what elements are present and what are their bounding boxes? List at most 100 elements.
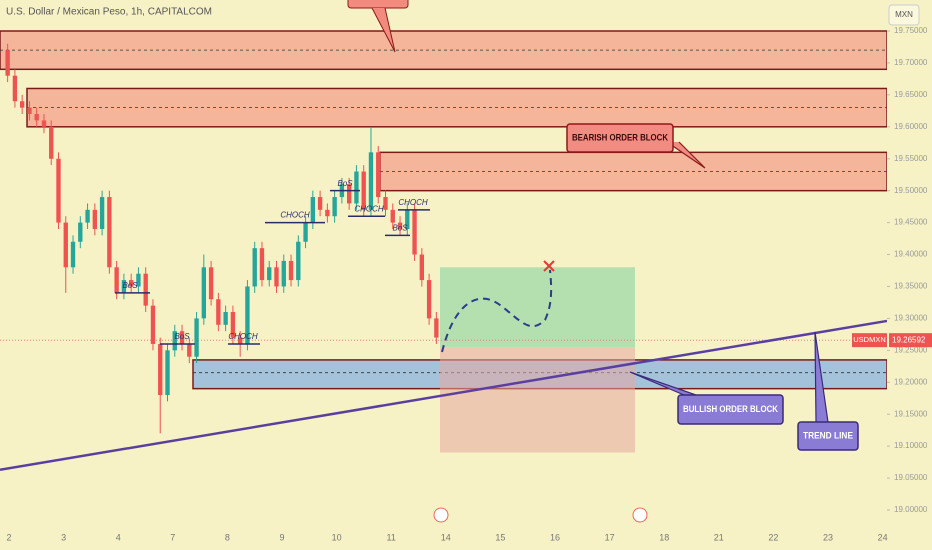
candle-body bbox=[252, 248, 257, 287]
y-tick-label: 19.55000 bbox=[894, 154, 928, 163]
candle-body bbox=[303, 222, 308, 242]
x-tick-label: 7 bbox=[170, 532, 175, 542]
symbol-label: USDMXN bbox=[853, 335, 886, 344]
candle-body bbox=[434, 318, 439, 338]
candle-body bbox=[27, 107, 32, 115]
annotation-pointer bbox=[814, 331, 829, 423]
candle-body bbox=[230, 312, 236, 338]
y-tick-label: 19.75000 bbox=[894, 26, 928, 35]
target-cross bbox=[543, 260, 555, 272]
candle-body bbox=[56, 158, 61, 223]
candle-body bbox=[143, 273, 148, 306]
y-tick-label: 19.05000 bbox=[894, 473, 928, 482]
candle-body bbox=[354, 171, 359, 204]
candle-body bbox=[70, 241, 76, 268]
candle-body bbox=[107, 197, 112, 268]
x-tick-label: 17 bbox=[605, 532, 615, 542]
annotation-box bbox=[677, 394, 784, 425]
candle-body bbox=[208, 267, 214, 300]
candle-body bbox=[361, 171, 366, 210]
last-price-tag bbox=[889, 333, 932, 348]
y-tick-label: 19.40000 bbox=[894, 250, 928, 259]
candle-body bbox=[63, 222, 68, 268]
trend-line bbox=[0, 319, 888, 471]
candle-body bbox=[49, 126, 54, 159]
candle-body bbox=[412, 209, 417, 255]
candle-body bbox=[237, 337, 243, 344]
candle-body bbox=[41, 120, 47, 127]
structure-label: CHOCH bbox=[228, 332, 258, 341]
price-axis bbox=[887, 0, 932, 550]
candle-body bbox=[78, 222, 83, 242]
profit-zone bbox=[440, 267, 635, 348]
x-tick-label: 9 bbox=[279, 532, 284, 542]
candle-body bbox=[99, 197, 105, 229]
candle-body bbox=[172, 331, 177, 351]
event-icon[interactable] bbox=[632, 507, 648, 523]
y-tick-label: 19.70000 bbox=[894, 58, 928, 67]
symbol-tag bbox=[852, 333, 887, 348]
callout-pointer bbox=[371, 7, 396, 53]
y-tick-label: 19.50000 bbox=[894, 186, 928, 195]
projection bbox=[441, 269, 553, 353]
annotation-label: BULLISH ORDER BLOCK bbox=[683, 404, 778, 415]
candle-body bbox=[332, 197, 337, 217]
y-tick-label: 19.15000 bbox=[894, 409, 928, 418]
x-tick-label: 16 bbox=[550, 532, 560, 542]
y-tick-label: 19.00000 bbox=[894, 505, 928, 514]
x-tick-label: 21 bbox=[714, 532, 724, 542]
candle-body bbox=[34, 114, 39, 121]
annotation-box bbox=[566, 123, 674, 153]
candle-body bbox=[274, 267, 279, 287]
y-tick-label: 19.65000 bbox=[894, 90, 928, 99]
candle-body bbox=[150, 305, 156, 344]
x-tick-label: 11 bbox=[387, 532, 396, 542]
y-tick-label: 19.30000 bbox=[894, 314, 928, 323]
x-tick-label: 22 bbox=[768, 532, 778, 542]
event-icon[interactable] bbox=[433, 507, 449, 523]
x-tick-label: 2 bbox=[6, 532, 11, 542]
candle-body bbox=[346, 184, 352, 204]
x-tick-label: 3 bbox=[61, 532, 66, 542]
currency-box bbox=[888, 4, 920, 26]
candle-body bbox=[216, 299, 221, 325]
candle-body bbox=[419, 254, 425, 281]
structure-label: CHOCH bbox=[398, 198, 428, 207]
structure-label: BoS bbox=[392, 223, 408, 232]
plot: BoS BoS CHOCH CHOCH BoS CHOCH CHOCH BoS BEARISH … bbox=[0, 43, 888, 471]
x-tick-label: 14 bbox=[441, 532, 451, 542]
annotation-box bbox=[797, 421, 859, 451]
x-tick-label: 18 bbox=[659, 532, 669, 542]
y-tick-label: 19.10000 bbox=[894, 441, 928, 450]
y-tick-label: 19.45000 bbox=[894, 218, 928, 227]
candle-body bbox=[19, 101, 25, 108]
candle-body bbox=[223, 312, 228, 325]
candle-body bbox=[310, 197, 316, 223]
x-tick-label: 15 bbox=[495, 532, 505, 542]
candle-body bbox=[85, 209, 90, 223]
candle-body bbox=[165, 350, 170, 396]
candle-body bbox=[158, 343, 163, 396]
y-tick-label: 19.20000 bbox=[894, 377, 928, 386]
candle-body bbox=[267, 267, 272, 281]
y-tick-label: 19.35000 bbox=[894, 282, 928, 291]
candle-body bbox=[368, 152, 374, 210]
candle-body bbox=[383, 197, 388, 210]
candle-body bbox=[281, 260, 286, 287]
candle-body bbox=[187, 343, 192, 357]
annotation-pointer bbox=[629, 371, 697, 396]
candle-body bbox=[317, 197, 323, 210]
structure-label: BoS bbox=[174, 332, 190, 341]
candle-body bbox=[201, 267, 207, 319]
structure-label: BoS bbox=[122, 281, 138, 290]
x-tick-label: 4 bbox=[116, 532, 121, 542]
loss-zone bbox=[440, 347, 635, 453]
candle-body bbox=[245, 286, 250, 344]
structure-label: CHOCH bbox=[280, 211, 310, 220]
chart-title: U.S. Dollar / Mexican Peso, 1h, CAPITALC… bbox=[6, 7, 212, 18]
callout-box bbox=[347, 0, 409, 9]
annotation-label: TREND LINE bbox=[803, 431, 853, 442]
candle-body bbox=[194, 318, 199, 357]
candle-body bbox=[114, 267, 119, 293]
